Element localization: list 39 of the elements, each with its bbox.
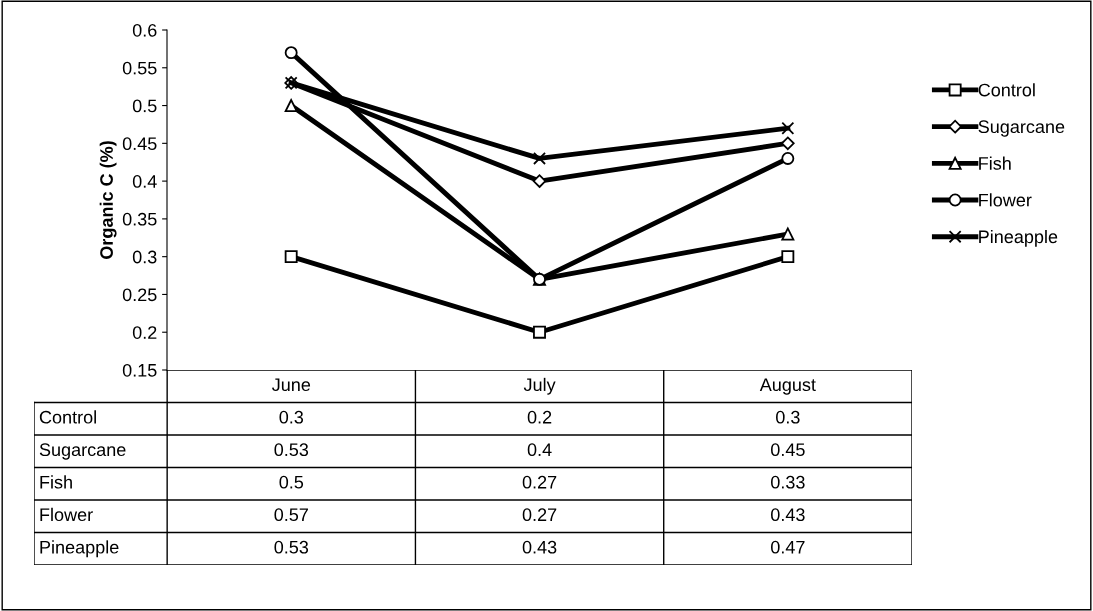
text: Sugarcane (39, 443, 126, 460)
data-label: 0.27 (522, 475, 557, 489)
y-tick-label: 0.15 (122, 363, 157, 377)
data-label: 0.3 (279, 410, 304, 424)
y-tick-label: 0.25 (122, 288, 157, 302)
data-label: 0.57 (274, 508, 308, 522)
y-tick-label: 0.35 (122, 212, 157, 226)
y-tick-label: 0.3 (132, 250, 157, 264)
x-tick-label: July (523, 377, 556, 395)
y-tick-label: 0.4 (132, 175, 157, 188)
text: Fish (40, 475, 72, 489)
data-label: 0.43 (522, 540, 557, 554)
x-tick-label: June (272, 378, 311, 392)
y-axis-title: Organic C (%) (99, 141, 117, 259)
legend-label: Pineapple (979, 229, 1058, 247)
legend-label: Fish (979, 156, 1011, 170)
legend-label: Control (978, 83, 1035, 97)
data-label: 0.27 (522, 508, 557, 522)
y-tick-label: 0.2 (132, 326, 157, 339)
legend-label: Flower (979, 193, 1032, 207)
data-label: 0.53 (274, 540, 309, 554)
text: Flower (40, 507, 93, 522)
data-label: 0.5 (279, 475, 304, 489)
data-label: 0.33 (770, 475, 805, 489)
data-label: 0.47 (770, 540, 805, 554)
y-tick-label: 0.6 (132, 23, 157, 37)
y-tick-label: 0.45 (122, 137, 157, 151)
data-label: 0.53 (274, 443, 309, 457)
legend-label: Sugarcane (978, 120, 1065, 137)
text: Pineapple (40, 540, 119, 558)
data-label: 0.45 (770, 443, 805, 457)
data-label: 0.2 (527, 410, 552, 424)
y-tick-label: 0.5 (132, 99, 157, 113)
y-tick-label: 0.55 (122, 61, 157, 75)
x-tick-label: August (759, 378, 816, 395)
data-label: 0.43 (770, 508, 805, 522)
data-label: 0.3 (776, 410, 800, 424)
text: Control (39, 410, 96, 424)
data-label: 0.4 (527, 443, 552, 457)
